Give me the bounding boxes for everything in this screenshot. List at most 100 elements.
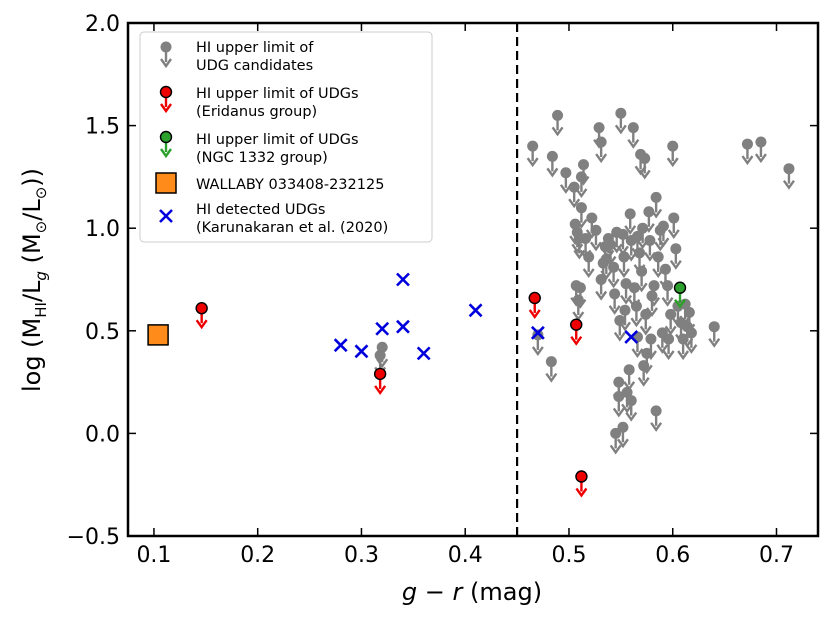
upper-limit-point [552, 109, 564, 121]
upper-limit-arrow-head [575, 218, 588, 229]
data-point-udg-candidate [637, 360, 650, 387]
upper-limit-point [608, 261, 620, 273]
upper-limit-arrow-head [635, 282, 648, 293]
data-point-udg-candidate [635, 265, 648, 293]
axis-ticks: 0.1 0.2 0.3 0.4 0.5 0.6 0.7 −0.5 0.0 0.5 1.0 1.5 2.0 [67, 12, 818, 568]
plot-frame [126, 21, 820, 538]
upper-limit-arrow-head [630, 317, 643, 328]
data-point-eridanus-udg [570, 318, 583, 346]
upper-limit-arrow-head [609, 444, 622, 455]
upper-limit-point [630, 300, 642, 312]
upper-limit-point [545, 356, 557, 368]
data-point-udg-candidate [595, 274, 608, 301]
upper-limit-point [609, 288, 621, 300]
upper-limit-arrow-head [568, 198, 581, 209]
upper-limit-point [595, 274, 607, 285]
upper-limit-point [617, 228, 629, 240]
upper-limit-arrow-head [674, 299, 686, 309]
y-tick-label: 1.0 [85, 217, 120, 242]
upper-limit-arrow-head [160, 103, 172, 114]
data-point-eridanus-udg [575, 470, 588, 498]
data-point-eridanus-udg [373, 367, 387, 395]
upper-limit-arrow-head [551, 126, 564, 137]
data-point-udg-candidate [683, 306, 696, 334]
upper-limit-arrow-head [661, 296, 674, 307]
upper-limit-arrow-head [625, 411, 638, 422]
data-point-udg-candidate [741, 138, 754, 166]
x-marker-stroke [530, 325, 545, 340]
upper-limit-point [532, 329, 544, 341]
legend-symbol-ngc1332 [159, 130, 173, 159]
upper-limit-point [617, 421, 629, 433]
upper-limit-arrow-head [582, 268, 595, 278]
y-axis-label: log (MHI/Lg (M⊙/L⊙)) [18, 168, 50, 392]
upper-limit-point [638, 360, 650, 372]
upper-limit-point [627, 122, 639, 134]
data-point-udg-candidate [667, 212, 680, 240]
data-point-eridanus-udg [528, 291, 541, 320]
upper-limit-point [625, 395, 637, 407]
data-point-udg-candidate [616, 421, 629, 449]
series-1 [195, 291, 588, 498]
legend-symbol-eridanus [159, 85, 173, 114]
data-point-eridanus-udg [195, 302, 208, 330]
upper-limit-arrow-head [195, 319, 208, 330]
upper-limit-point [546, 150, 558, 162]
upper-limit-point [650, 405, 662, 417]
upper-limit-arrow-head [754, 153, 767, 164]
upper-limit-arrow-head [782, 179, 795, 190]
upper-limit-point [619, 304, 631, 316]
upper-limit-point [195, 302, 208, 315]
y-tick-label: 0.5 [85, 320, 120, 345]
upper-limit-point [644, 235, 656, 247]
upper-limit-arrow-head [617, 268, 630, 278]
data-point-udg-candidate [607, 261, 620, 289]
upper-limit-arrow-head [599, 257, 612, 268]
upper-limit-point [755, 136, 767, 148]
upper-limit-point [650, 191, 662, 203]
upper-limit-point [615, 107, 627, 119]
x-tick-label: 0.2 [240, 543, 275, 568]
data-point-udg-candidate [708, 321, 721, 348]
upper-limit-point [620, 278, 632, 290]
data-point-udg-candidate [609, 427, 622, 455]
x-marker-stroke [416, 346, 431, 361]
series-3 [147, 324, 169, 346]
legend-label-hi-detected-line1: HI detected UDGs [196, 202, 325, 218]
data-point-hi-detected-udg [396, 319, 410, 334]
upper-limit-point [578, 159, 590, 171]
data-point-udg-candidate [630, 300, 643, 328]
upper-limit-arrow-head [648, 296, 661, 307]
upper-limit-arrow-head [595, 153, 608, 164]
data-point-udg-candidate [599, 241, 612, 268]
upper-limit-arrow-head [607, 278, 620, 289]
upper-limit-arrow-head [160, 58, 172, 69]
upper-limit-point [586, 212, 598, 224]
data-point-udg-candidate [531, 329, 544, 356]
upper-limit-point [643, 206, 655, 218]
data-point-udg-candidate [657, 220, 670, 248]
upper-limit-point [670, 243, 682, 255]
upper-limit-point [574, 282, 586, 294]
upper-limit-point [631, 230, 643, 242]
upper-limit-arrow-head [627, 138, 640, 149]
upper-limit-arrow-head [376, 358, 389, 369]
upper-limit-arrow-head [374, 385, 387, 395]
data-point-udg-candidate [664, 308, 677, 336]
upper-limit-point [621, 386, 633, 398]
upper-limit-point [583, 251, 595, 263]
upper-limit-arrow-head [650, 208, 663, 219]
upper-limit-arrow-head [571, 243, 584, 254]
upper-limit-point [648, 280, 660, 292]
legend-symbol-hi-detected [159, 209, 173, 223]
upper-limit-arrow-head [667, 229, 680, 240]
upper-limit-arrow-head [608, 305, 621, 315]
upper-limit-point [668, 212, 680, 224]
upper-limit-arrow-head [526, 157, 539, 168]
x-marker-stroke [624, 330, 639, 344]
data-point-udg-candidate [572, 294, 585, 322]
upper-limit-arrow-head [634, 165, 647, 176]
data-point-udg-candidate [526, 140, 539, 168]
upper-limit-point [657, 220, 669, 232]
data-point-udg-candidate [551, 109, 564, 137]
